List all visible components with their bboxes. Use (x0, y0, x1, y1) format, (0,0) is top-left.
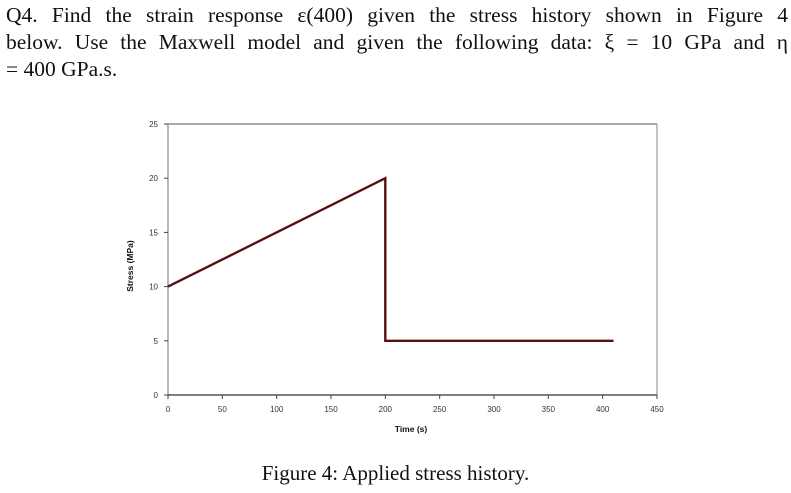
y-tick-label: 5 (154, 337, 159, 346)
x-tick-label: 250 (433, 405, 447, 414)
question-line-2: below. Use the Maxwell model and given t… (6, 30, 788, 54)
question-line-1: Q4. Find the strain response ε(400) give… (6, 3, 788, 27)
x-tick-label: 300 (487, 405, 501, 414)
x-tick-label: 450 (650, 405, 664, 414)
stress-series-line (167, 176, 614, 342)
question-text: Q4. Find the strain response ε(400) give… (6, 2, 788, 83)
question-line-3: = 400 GPa.s. (6, 57, 118, 81)
x-axis-ticks: 0 50 100 150 200 250 300 350 400 450 (166, 395, 664, 414)
y-tick-label: 20 (149, 174, 158, 183)
x-tick-label: 350 (542, 405, 556, 414)
plot-area (168, 124, 657, 395)
y-tick-label: 0 (154, 391, 159, 400)
y-axis-ticks: 0 5 10 15 20 25 (149, 120, 168, 400)
figure-caption: Figure 4: Applied stress history. (261, 461, 530, 485)
y-tick-label: 25 (149, 120, 158, 129)
x-axis-title: Time (s) (395, 424, 428, 434)
x-tick-label: 150 (324, 405, 338, 414)
y-tick-label: 10 (149, 283, 158, 292)
x-tick-label: 50 (218, 405, 227, 414)
x-tick-label: 200 (379, 405, 393, 414)
x-tick-label: 100 (270, 405, 284, 414)
x-tick-label: 400 (596, 405, 610, 414)
y-tick-label: 15 (149, 228, 158, 237)
y-axis-title: Stress (MPa) (125, 240, 135, 292)
x-tick-label: 0 (166, 405, 171, 414)
